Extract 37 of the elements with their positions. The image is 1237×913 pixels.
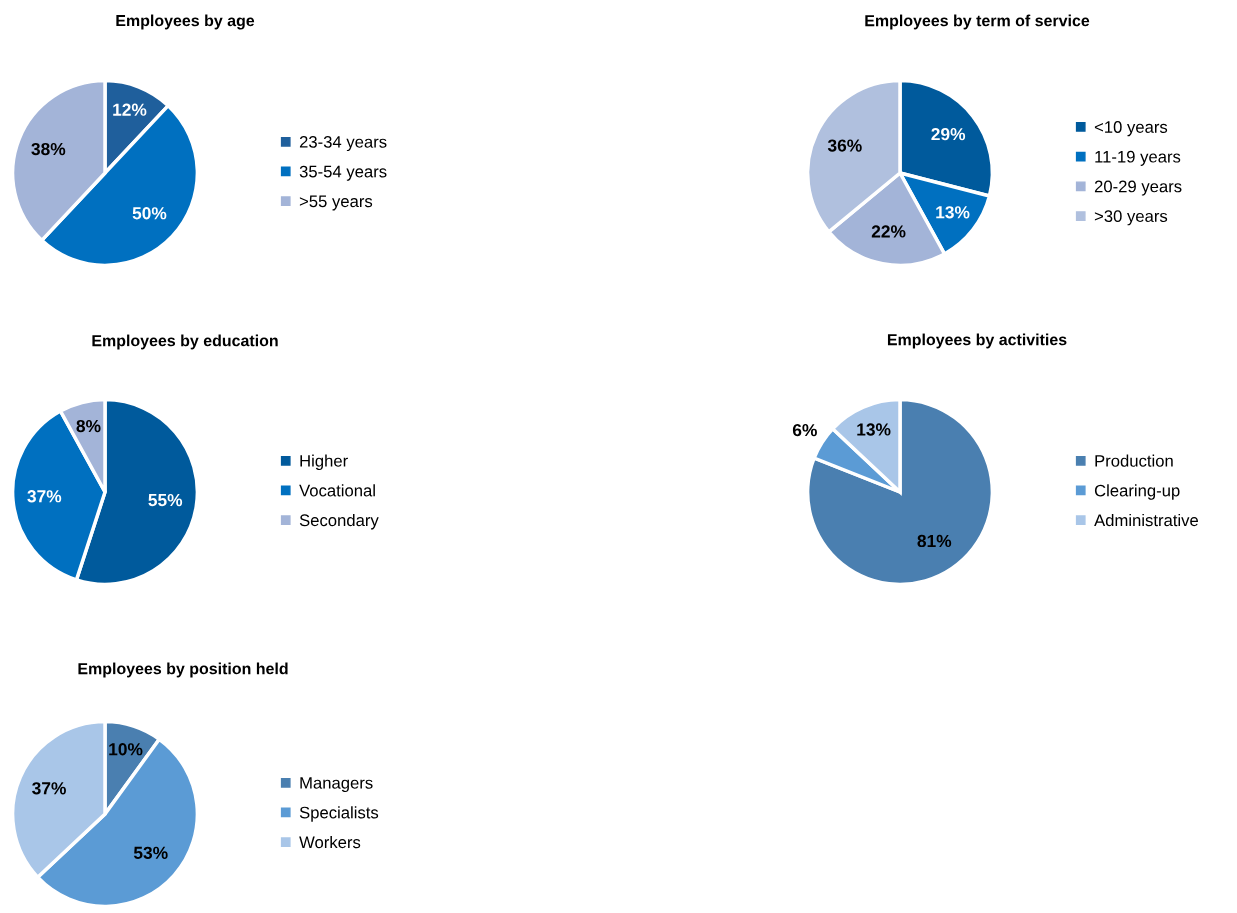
data-label: 81% xyxy=(917,534,952,548)
data-label: 55% xyxy=(148,493,183,507)
data-label: 37% xyxy=(27,490,62,503)
legend-label: Managers xyxy=(300,777,373,793)
chart-title: Employees by term of service xyxy=(865,14,1090,30)
legend-label: Production xyxy=(1095,454,1173,467)
data-label: 13% xyxy=(857,423,891,436)
legend-label: Higher xyxy=(300,454,348,471)
legend-label: Specialists xyxy=(299,806,379,822)
data-label: 12% xyxy=(113,103,147,116)
data-label: 8% xyxy=(76,419,101,433)
data-label: 37% xyxy=(32,782,66,795)
legend-label: 20-29 years xyxy=(1094,180,1182,196)
data-label: 50% xyxy=(132,207,167,220)
chart-title: Employees by activities xyxy=(887,333,1067,349)
chart-title: Employees by position held xyxy=(78,662,288,678)
legend-label: Administrative xyxy=(1094,513,1198,527)
legend-label: 23-34 years xyxy=(299,135,387,152)
data-label: 53% xyxy=(133,846,168,860)
data-label: 13% xyxy=(936,206,970,219)
data-label: 10% xyxy=(109,743,143,756)
legend-label: 35-54 years xyxy=(299,165,387,181)
legend-label: Clearing-up xyxy=(1094,484,1180,500)
legend-label: Workers xyxy=(299,835,361,849)
legend-label: 11-19 years xyxy=(1095,150,1181,166)
data-label: 38% xyxy=(31,142,66,156)
chart-title: Employees by education xyxy=(92,334,278,350)
data-label: 29% xyxy=(931,128,966,141)
legend-label: <10 years xyxy=(1094,121,1168,137)
data-label: 6% xyxy=(792,423,817,437)
legend-label: >55 years xyxy=(299,195,373,211)
legend-label: >30 years xyxy=(1094,210,1168,226)
chart-title: Employees by age xyxy=(116,14,255,30)
legend-label: Secondary xyxy=(299,513,379,530)
data-label: 22% xyxy=(871,225,906,238)
data-label: 36% xyxy=(827,139,862,152)
legend-label: Vocational xyxy=(299,484,375,497)
